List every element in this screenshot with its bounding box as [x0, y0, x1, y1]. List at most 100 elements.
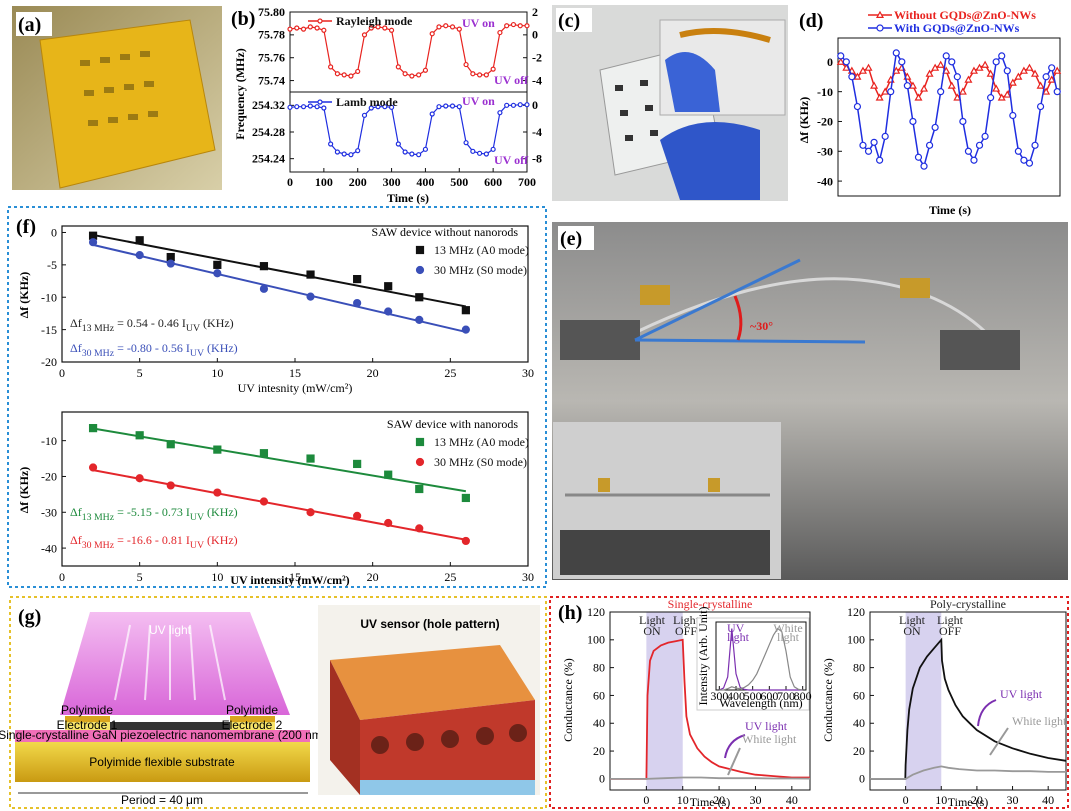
x-tick-label: 0 — [59, 366, 65, 380]
marker — [395, 64, 401, 70]
y-tick-label: 0 — [599, 772, 605, 786]
panel-label-bg — [229, 6, 265, 30]
marker — [135, 236, 144, 245]
x-tick-label: 20 — [713, 793, 725, 807]
annotation-part: (KHz) — [204, 533, 238, 547]
panel-label: (b) — [231, 8, 255, 30]
marker — [490, 146, 496, 152]
annotation: White light — [742, 732, 797, 746]
y-tick-label: 0 — [827, 55, 833, 69]
y-tick-label: -20 — [41, 470, 57, 484]
annotation: White light — [773, 621, 802, 644]
x-axis-label: UV intesnity (mW/cm²) — [238, 381, 353, 395]
diagram-g: UV light Polyimide Polyimide Electrode 1… — [0, 605, 540, 807]
marker — [384, 518, 393, 528]
y-tick-label: 75.76 — [258, 51, 285, 65]
y-tick-label: 80 — [853, 660, 865, 674]
x-tick-label: 0 — [287, 175, 293, 189]
marker — [858, 66, 867, 74]
y2-tick-label: -8 — [532, 152, 542, 166]
marker — [384, 470, 393, 479]
marker — [341, 72, 347, 78]
x-tick-label: 15 — [289, 366, 301, 380]
y-tick-label: 20 — [853, 744, 865, 758]
legend-marker — [415, 245, 425, 255]
marker — [429, 31, 435, 37]
marker — [88, 463, 98, 472]
annotation-line: light — [727, 630, 750, 644]
marker — [384, 307, 393, 316]
panel-label: (e) — [560, 228, 582, 250]
panel-label-bg — [14, 214, 50, 238]
y-axis-label: Frequency (MHz) — [233, 48, 247, 139]
marker — [321, 105, 327, 111]
annotation-line: Light — [937, 613, 964, 627]
panel-g-frame — [9, 596, 547, 809]
x-tick-label: 15 — [289, 570, 301, 584]
marker — [409, 73, 415, 79]
marker — [402, 149, 408, 155]
y-tick-label: 80 — [593, 660, 605, 674]
x-tick-label: 10 — [935, 793, 947, 807]
x-tick-label: 30 — [1007, 793, 1019, 807]
marker — [328, 64, 334, 70]
y-tick-label: -30 — [817, 144, 833, 158]
annotation-line: Light — [673, 613, 700, 627]
marker — [992, 84, 1001, 92]
marker — [875, 93, 884, 101]
marker — [259, 262, 269, 271]
y-tick-label: -10 — [817, 85, 833, 99]
legend-label: 30 MHz (S0 mode) — [434, 455, 527, 469]
marker — [981, 132, 989, 140]
angle-label: ~30° — [750, 319, 773, 333]
y-tick-label: 75.74 — [258, 73, 285, 87]
marker — [524, 102, 530, 108]
marker — [903, 82, 911, 90]
legend-marker — [875, 10, 885, 18]
y-tick-label: -20 — [817, 115, 833, 129]
marker — [306, 508, 315, 517]
x-tick-label: 600 — [484, 175, 502, 189]
annotation-part: = 0.54 - 0.46 I — [114, 316, 186, 330]
marker — [936, 60, 945, 68]
marker — [876, 156, 884, 164]
panel-label-bg — [558, 226, 594, 250]
electrode-label: Electrode 1 — [57, 718, 118, 732]
marker — [443, 103, 449, 109]
marker — [382, 104, 388, 110]
marker — [931, 123, 939, 132]
marker — [213, 260, 222, 269]
annotation: Light ON — [899, 613, 926, 638]
annotation-part: 13 MHz — [82, 512, 115, 523]
panel-label: (a) — [18, 14, 41, 36]
marker — [837, 52, 845, 60]
marker — [348, 73, 354, 79]
substrate-label: Polyimide flexible substrate — [89, 755, 235, 769]
legend-title: SAW device without nanorods — [372, 225, 519, 239]
plot-frame — [837, 37, 1061, 197]
electrode-label: Electrode 2 — [222, 718, 283, 732]
annotation-line: UV — [727, 621, 745, 635]
x-tick-label: 20 — [971, 793, 983, 807]
annotation: UV on — [462, 94, 495, 108]
marker — [353, 459, 362, 469]
marker — [353, 298, 362, 308]
plot-frame — [609, 611, 811, 791]
marker — [384, 282, 393, 291]
x-tick-label: 500 — [744, 689, 762, 703]
marker — [348, 152, 354, 158]
annotation-arrow — [989, 727, 1009, 756]
marker — [892, 49, 900, 57]
marker — [477, 72, 483, 78]
annotation-line: light — [777, 630, 800, 644]
panel-label-bg — [797, 8, 833, 32]
y-tick-label: 40 — [853, 716, 865, 730]
marker — [942, 52, 950, 60]
x-tick-label: 300 — [383, 175, 401, 189]
marker — [1042, 87, 1051, 95]
y-tick-label: 60 — [853, 688, 865, 702]
marker — [859, 141, 867, 149]
legend-marker — [317, 18, 323, 24]
y-tick-label: -40 — [817, 174, 833, 188]
x-axis-label: UV intensity (mW/cm²) — [230, 573, 349, 587]
